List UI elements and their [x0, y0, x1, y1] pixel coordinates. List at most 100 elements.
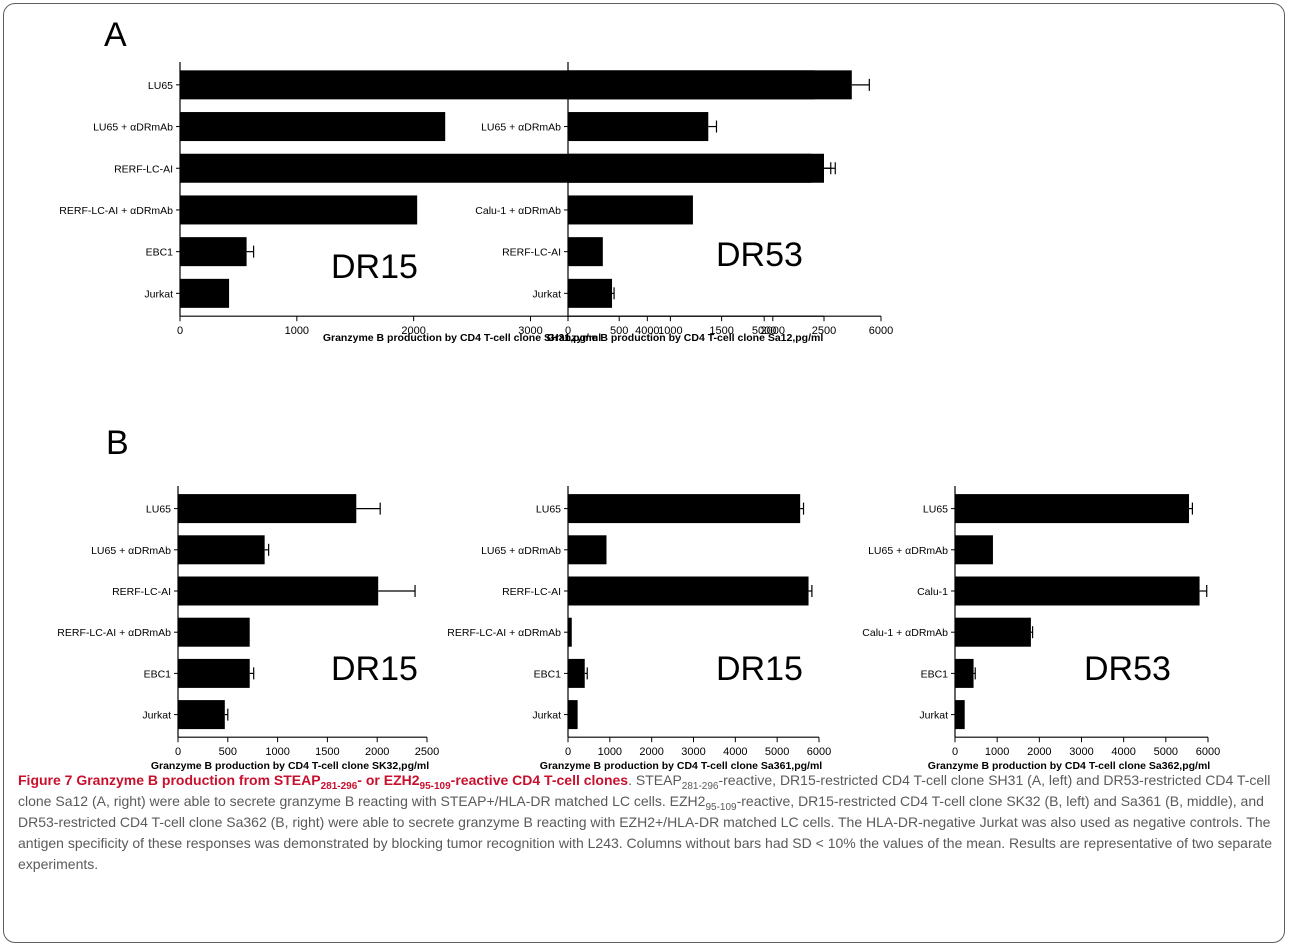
bar	[180, 278, 230, 308]
x-tick-label: 1000	[285, 325, 309, 337]
category-label: RERF-LC-AI + αDRmAb	[447, 627, 561, 639]
bar	[568, 494, 801, 524]
x-tick-label: 4000	[723, 746, 747, 758]
bar	[180, 195, 418, 225]
category-label: Jurkat	[532, 710, 561, 722]
x-tick-label: 6000	[1196, 746, 1220, 758]
x-tick-label: 2000	[639, 746, 663, 758]
bar	[568, 278, 613, 308]
x-tick-label: 5000	[1154, 746, 1178, 758]
category-label: EBC1	[146, 247, 174, 259]
category-label: EBC1	[534, 668, 562, 680]
category-label: LU65 + αDRmAb	[93, 122, 173, 134]
x-tick-label: 4000	[1111, 746, 1135, 758]
category-label: RERF-LC-AI + αDRmAb	[57, 627, 171, 639]
bar	[568, 70, 815, 100]
category-label: Jurkat	[532, 288, 561, 300]
restriction-annotation: DR15	[716, 650, 803, 688]
bar	[180, 112, 446, 142]
caption-body: STEAP281-296-reactive, DR15-restricted C…	[18, 772, 1273, 872]
bar	[568, 658, 585, 688]
x-tick-label: 6000	[807, 746, 831, 758]
category-label: Calu-1	[530, 163, 561, 175]
panel-label-b: B	[106, 424, 129, 462]
x-tick-label: 1000	[658, 325, 682, 337]
x-tick-label: 0	[177, 325, 183, 337]
bar	[955, 658, 974, 688]
x-tick-label: 1000	[985, 746, 1009, 758]
bar	[178, 576, 379, 606]
caption-title: Figure 7 Granzyme B production from STEA…	[18, 772, 629, 792]
restriction-annotation: DR53	[716, 236, 803, 274]
category-label: LU65	[146, 504, 171, 516]
category-label: LU65	[148, 80, 173, 92]
category-label: LU65 + αDRmAb	[91, 545, 171, 557]
category-label: Calu-1 + αDRmAb	[475, 205, 561, 217]
category-label: EBC1	[921, 668, 949, 680]
x-tick-label: 3000	[1069, 746, 1093, 758]
x-axis-title: Granzyme B production by CD4 T-cell clon…	[540, 760, 822, 772]
panel-label-a: A	[104, 16, 127, 54]
bar	[178, 494, 357, 524]
bar	[568, 195, 693, 225]
x-tick-label: 2000	[761, 325, 785, 337]
bar	[955, 617, 1031, 647]
restriction-annotation: DR15	[331, 248, 418, 286]
bar	[955, 494, 1190, 524]
x-tick-label: 6000	[869, 325, 893, 337]
category-label: RERF-LC-AI	[502, 247, 561, 259]
x-tick-label: 500	[219, 746, 237, 758]
x-tick-label: 0	[952, 746, 958, 758]
x-tick-label: 1000	[598, 746, 622, 758]
x-tick-label: 5000	[765, 746, 789, 758]
category-label: RERF-LC-AI + αDRmAb	[59, 205, 173, 217]
x-axis-title: Granzyme B production by CD4 T-cell clon…	[928, 760, 1210, 772]
category-label: LU65 + αDRmAb	[481, 122, 561, 134]
category-label: LU65	[536, 504, 561, 516]
x-tick-label: 2000	[1027, 746, 1051, 758]
x-tick-label: 3000	[518, 325, 542, 337]
category-label: RERF-LC-AI	[112, 586, 171, 598]
category-label: Jurkat	[144, 288, 173, 300]
bar	[178, 617, 250, 647]
bar	[955, 535, 993, 565]
category-label: LU65 + αDRmAb	[868, 545, 948, 557]
bar	[568, 700, 578, 730]
x-tick-label: 3000	[681, 746, 705, 758]
x-tick-label: 1500	[709, 325, 733, 337]
category-label: LU65	[536, 80, 561, 92]
x-tick-label: 0	[175, 746, 181, 758]
bar	[568, 576, 809, 606]
x-axis-title: Granzyme B production by CD4 T-cell clon…	[323, 332, 601, 344]
category-label: EBC1	[144, 668, 172, 680]
bar	[955, 700, 965, 730]
category-label: RERF-LC-AI	[502, 586, 561, 598]
x-tick-label: 0	[565, 746, 571, 758]
x-tick-label: 0	[565, 325, 571, 337]
x-tick-label: 5000	[752, 325, 776, 337]
bar	[568, 535, 607, 565]
bar	[568, 112, 709, 142]
bar	[178, 658, 250, 688]
bar	[955, 576, 1200, 606]
restriction-annotation: DR15	[331, 650, 418, 688]
x-tick-label: 2500	[415, 746, 439, 758]
category-label: Jurkat	[919, 710, 948, 722]
x-tick-label: 1500	[315, 746, 339, 758]
category-label: RERF-LC-AI	[114, 163, 173, 175]
category-label: LU65 + αDRmAb	[481, 545, 561, 557]
bar	[178, 700, 225, 730]
category-label: Jurkat	[142, 710, 171, 722]
x-axis-title: Granzyme B production by CD4 T-cell clon…	[151, 760, 429, 772]
figure-caption: Figure 7 Granzyme B production from STEA…	[18, 772, 1273, 872]
category-label: Calu-1 + αDRmAb	[862, 627, 948, 639]
x-tick-label: 1000	[265, 746, 289, 758]
x-tick-label: 4000	[635, 325, 659, 337]
x-tick-label: 2000	[365, 746, 389, 758]
x-tick-label: 2000	[401, 325, 425, 337]
x-axis-title: Granzyme B production by CD4 T-cell clon…	[547, 332, 824, 344]
figure-frame	[3, 3, 1285, 943]
bar	[568, 237, 603, 267]
category-label: LU65	[923, 504, 948, 516]
